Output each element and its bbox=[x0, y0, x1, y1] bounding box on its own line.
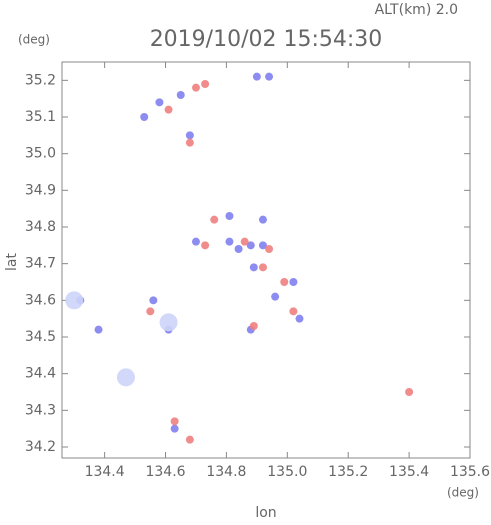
echo-patch bbox=[249, 322, 258, 330]
echo-patch bbox=[246, 241, 255, 250]
echo-patch bbox=[265, 72, 274, 81]
echo-patch bbox=[94, 325, 103, 334]
x-tick-label: 134.8 bbox=[206, 464, 246, 480]
echo-patch bbox=[225, 237, 234, 246]
x-unit: (deg) bbox=[447, 486, 479, 500]
echo-patch bbox=[191, 83, 200, 92]
echo-patch bbox=[191, 237, 200, 246]
x-tick-label: 135.2 bbox=[328, 464, 368, 480]
plot-frame bbox=[61, 61, 471, 459]
y-tick-label: 34.6 bbox=[25, 292, 56, 308]
echo-patch bbox=[185, 131, 194, 140]
y-unit: (deg) bbox=[18, 33, 50, 47]
echo-patch bbox=[271, 292, 280, 301]
echo-patch bbox=[210, 215, 219, 224]
echo-patch bbox=[185, 435, 194, 444]
y-tick-label: 34.7 bbox=[25, 256, 56, 272]
echo-patch bbox=[249, 263, 258, 272]
echo-patch bbox=[280, 278, 289, 286]
echo-patch bbox=[146, 307, 155, 316]
x-tick-label: 135.0 bbox=[267, 464, 307, 480]
y-tick-label: 34.5 bbox=[25, 329, 56, 345]
x-tick-label: 134.4 bbox=[85, 464, 125, 480]
echo-patch bbox=[140, 113, 149, 121]
echo-patch bbox=[176, 91, 185, 99]
echo-patch bbox=[149, 296, 158, 305]
echo-patch bbox=[252, 72, 261, 81]
y-tick-label: 35.2 bbox=[25, 72, 56, 88]
y-tick-label: 34.3 bbox=[25, 402, 56, 418]
echo-patch bbox=[170, 417, 179, 426]
echo-patch bbox=[240, 237, 249, 246]
x-tick-label: 135.6 bbox=[450, 464, 490, 480]
echo-patch bbox=[65, 291, 84, 310]
y-label: lat bbox=[4, 253, 20, 271]
echo-patch bbox=[164, 105, 173, 114]
echo-patch bbox=[159, 313, 178, 332]
x-tick-label: 135.4 bbox=[389, 464, 429, 480]
echo-patch bbox=[258, 215, 267, 224]
y-tick-label: 34.8 bbox=[25, 219, 56, 235]
y-tick-label: 35.1 bbox=[25, 109, 56, 125]
echo-patch bbox=[258, 241, 267, 250]
echo-patch bbox=[405, 388, 414, 396]
echo-patch bbox=[258, 263, 267, 272]
chart-title: 2019/10/02 15:54:30 bbox=[150, 27, 383, 52]
y-tick-label: 34.9 bbox=[25, 182, 56, 198]
echo-patch bbox=[289, 278, 298, 286]
echo-patch bbox=[170, 424, 179, 433]
echo-patch bbox=[225, 212, 234, 220]
x-label: lon bbox=[255, 505, 276, 521]
y-tick-label: 35.0 bbox=[25, 146, 56, 162]
y-tick-label: 34.4 bbox=[25, 366, 56, 382]
x-tick-label: 134.6 bbox=[145, 464, 185, 480]
altitude: ALT(km) 2.0 bbox=[375, 2, 458, 18]
echo-patch bbox=[265, 245, 274, 253]
echo-patch bbox=[185, 138, 194, 147]
echo-patch bbox=[201, 80, 210, 88]
echo-patch bbox=[201, 241, 210, 250]
echo-patch bbox=[155, 98, 164, 107]
echo-patch bbox=[295, 314, 304, 323]
echo-patch bbox=[234, 245, 243, 253]
echo-patch bbox=[116, 368, 135, 387]
y-tick-label: 34.2 bbox=[25, 439, 56, 455]
echo-patch bbox=[289, 307, 298, 316]
